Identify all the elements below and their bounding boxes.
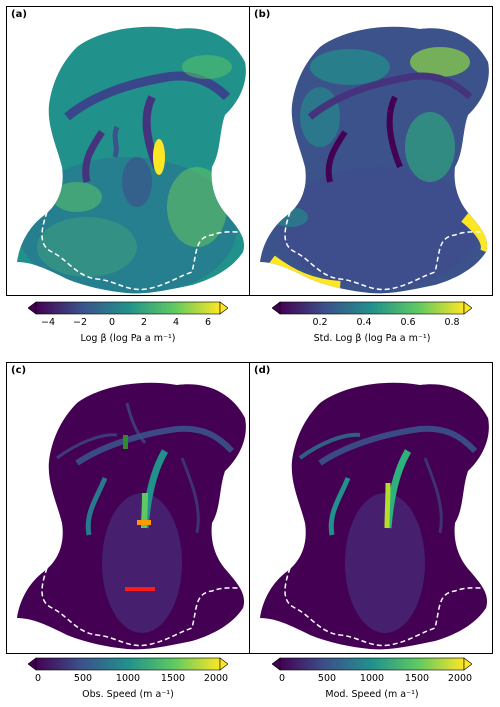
tick-label: 4 xyxy=(172,317,180,328)
colorbar-std-log-beta-ramp xyxy=(272,301,472,315)
tick-label: 2000 xyxy=(447,673,473,684)
tick-label: 500 xyxy=(317,673,337,684)
colorbar-log-beta-ramp xyxy=(28,301,228,315)
colorbar-obs-speed: 0 500 1000 1500 2000 Obs. Speed (m a⁻¹) xyxy=(28,657,228,705)
tick-label: 6 xyxy=(204,317,212,328)
map-modeled-speed xyxy=(260,382,489,650)
colorbar-log-beta: −4 −2 0 2 4 6 Log β (log Pa a m⁻¹) xyxy=(28,301,228,349)
colorbar-obs-speed-label: Obs. Speed (m a⁻¹) xyxy=(82,689,174,700)
map-observed-speed xyxy=(17,382,246,650)
tick-label: −2 xyxy=(72,317,88,328)
tick-label: 0 xyxy=(278,673,286,684)
tick-label: 500 xyxy=(73,673,93,684)
colorbar-std-log-beta-label: Std. Log β (log Pa a m⁻¹) xyxy=(313,333,431,344)
map-log-beta xyxy=(17,26,246,294)
colorbar-obs-speed-ramp xyxy=(28,657,228,671)
colorbar-mod-speed-label: Mod. Speed (m a⁻¹) xyxy=(325,689,419,700)
panel-c-label: (c) xyxy=(11,365,27,376)
colorbar-std-log-beta: 0.2 0.4 0.6 0.8 Std. Log β (log Pa a m⁻¹… xyxy=(272,301,472,349)
panel-a-label: (a) xyxy=(11,9,27,20)
tick-label: 1000 xyxy=(115,673,141,684)
colorbar-mod-speed-ramp xyxy=(272,657,472,671)
panel-b-label: (b) xyxy=(254,9,271,20)
marker-red xyxy=(125,587,155,591)
tick-label: 0.2 xyxy=(312,317,328,328)
panel-c: (c) xyxy=(6,362,250,654)
tick-label: −4 xyxy=(40,317,56,328)
map-std-log-beta xyxy=(260,26,489,294)
tick-label: 0.8 xyxy=(444,317,460,328)
tick-label: 0 xyxy=(34,673,42,684)
tick-label: 2 xyxy=(140,317,148,328)
tick-label: 0 xyxy=(108,317,116,328)
tick-label: 1500 xyxy=(404,673,430,684)
panel-b: (b) xyxy=(249,6,493,296)
panel-a: (a) xyxy=(6,6,250,296)
colorbar-mod-speed: 0 500 1000 1500 2000 Mod. Speed (m a⁻¹) xyxy=(272,657,472,705)
tick-label: 2000 xyxy=(203,673,229,684)
marker-green xyxy=(123,435,128,449)
tick-label: 1500 xyxy=(160,673,186,684)
tick-label: 0.6 xyxy=(400,317,416,328)
colorbar-log-beta-label: Log β (log Pa a m⁻¹) xyxy=(80,333,176,344)
panel-d: (d) xyxy=(249,362,493,654)
tick-label: 0.4 xyxy=(356,317,372,328)
marker-orange xyxy=(137,520,151,525)
tick-label: 1000 xyxy=(359,673,385,684)
panel-d-label: (d) xyxy=(254,365,271,376)
